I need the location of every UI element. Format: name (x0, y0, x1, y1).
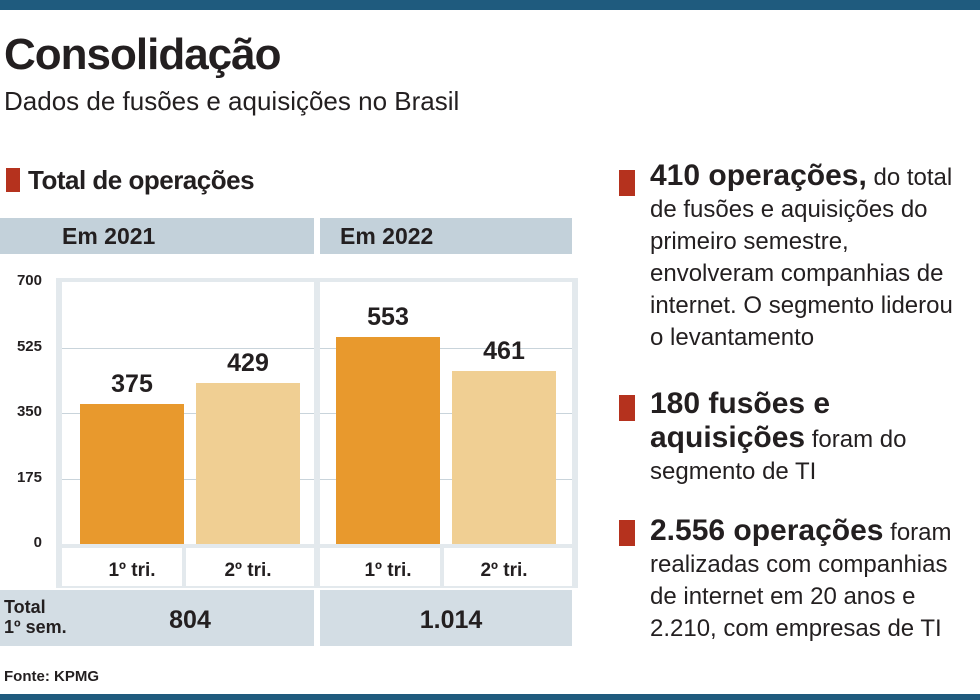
total-band-2022 (320, 590, 572, 646)
note-3-highlight: 2.556 operações (650, 514, 884, 547)
gridline (320, 413, 572, 414)
page-subtitle: Dados de fusões e aquisições no Brasil (4, 86, 460, 116)
bar (336, 337, 440, 544)
total-label-line2: 1º sem. (4, 617, 67, 637)
page-title: Consolidação (4, 30, 281, 79)
note-1-text: do total de fusões e aquisições do prime… (650, 164, 953, 351)
category-cell (320, 548, 440, 586)
note-2-highlight: 180 fusões e aquisições (650, 387, 831, 454)
y-tick-label: 350 (16, 403, 42, 420)
y-tick-label: 525 (16, 337, 42, 355)
category-label: 2º tri. (480, 560, 528, 581)
section-marker (6, 168, 20, 192)
bar-value-label: 553 (367, 303, 409, 331)
gridline (62, 348, 314, 349)
category-cell (62, 548, 182, 586)
y-tick-label: 700 (16, 272, 42, 289)
category-cell (444, 548, 572, 586)
bar-value-label: 375 (111, 370, 153, 398)
note-2-text: foram do segmento de TI (650, 426, 907, 485)
category-label: 1º tri. (364, 560, 412, 581)
source-note: Fonte: KPMG (4, 668, 99, 685)
y-tick-label: 0 (33, 534, 42, 551)
note-1-highlight: 410 operações, (650, 159, 867, 192)
section-title: Total de operações (28, 165, 255, 195)
category-label: 1º tri. (108, 560, 156, 581)
total-value-2021: 804 (169, 606, 211, 634)
year-label-2022: Em 2022 (340, 223, 434, 249)
gridline (320, 348, 572, 349)
total-label-line1: Total (4, 597, 46, 617)
note-3-text: foram realizadas com companhias de inter… (650, 519, 952, 642)
category-label: 2º tri. (224, 560, 272, 581)
category-cell (186, 548, 314, 586)
year-label-2021: Em 2021 (62, 223, 156, 249)
top-rule (0, 0, 980, 10)
bar (452, 371, 556, 544)
gridline (62, 479, 314, 480)
bar (80, 404, 184, 544)
note-marker (619, 520, 635, 546)
gridline (320, 479, 572, 480)
note-3: 2.556 operações foram realizadas com com… (650, 515, 970, 645)
bar-value-label: 461 (483, 337, 525, 365)
total-value-2022: 1.014 (419, 606, 483, 634)
total-label: Total 1º sem. (4, 597, 67, 637)
note-marker (619, 170, 635, 196)
note-2: 180 fusões e aquisições foram do segment… (650, 388, 970, 488)
gridline (62, 413, 314, 414)
note-1: 410 operações, do total de fusões e aqui… (650, 160, 970, 354)
total-band-2021 (0, 590, 314, 646)
bar (196, 383, 300, 544)
y-tick-label: 175 (16, 468, 42, 486)
bottom-rule (0, 694, 980, 700)
note-marker (619, 395, 635, 421)
year-band-2021: Em 2021 (0, 218, 314, 254)
year-band-2022: Em 2022 (320, 218, 572, 254)
bar-value-label: 429 (227, 349, 269, 377)
